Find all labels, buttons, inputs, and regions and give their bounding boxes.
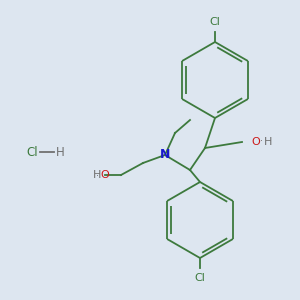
Text: O: O <box>251 137 260 147</box>
Text: Cl: Cl <box>195 273 206 283</box>
Text: ·: · <box>260 136 263 146</box>
Text: Cl: Cl <box>26 146 38 158</box>
Text: N: N <box>160 148 170 161</box>
Text: Cl: Cl <box>210 17 220 27</box>
Text: O: O <box>100 170 109 180</box>
Text: ·: · <box>96 171 99 181</box>
Text: H: H <box>93 170 101 180</box>
Text: H: H <box>264 137 272 147</box>
Text: H: H <box>56 146 64 158</box>
